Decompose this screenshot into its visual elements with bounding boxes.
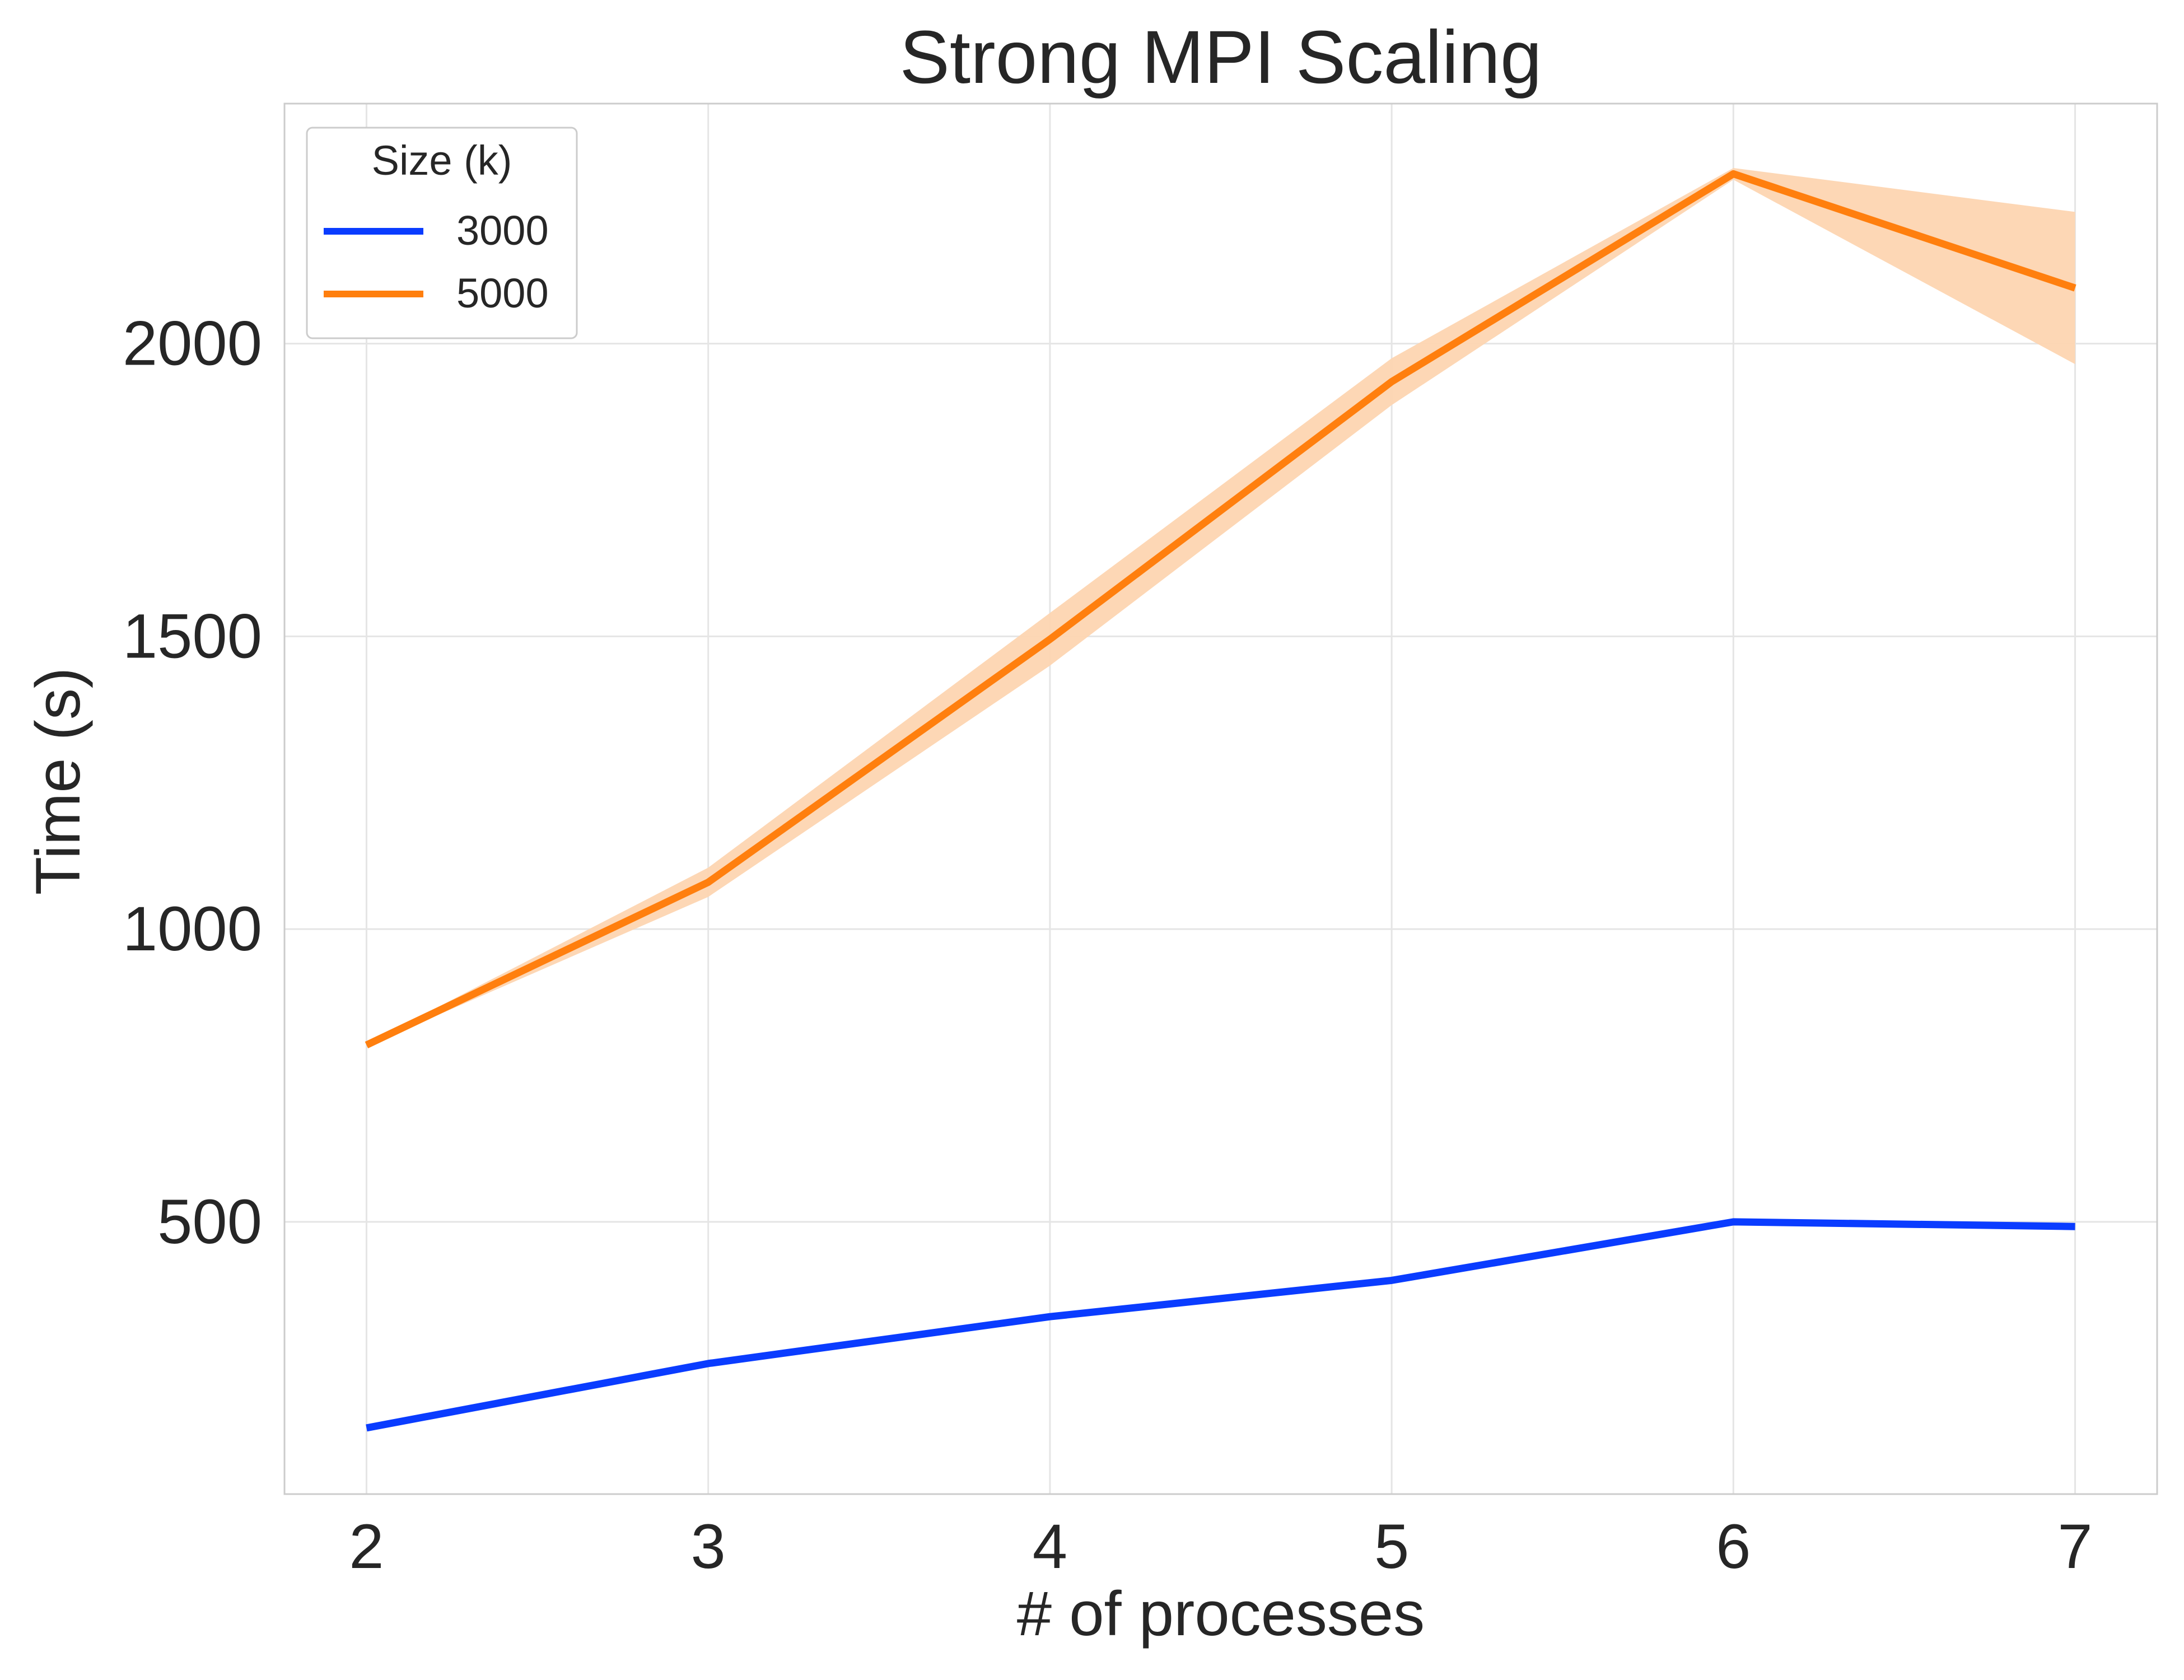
confidence-bands: [366, 168, 2075, 1047]
series-line-5000: [365, 170, 2076, 1048]
x-tick-label: 7: [2057, 1511, 2092, 1581]
y-tick-label: 1000: [123, 894, 262, 964]
series-lines: [365, 170, 2076, 1432]
series-line-3000: [366, 1218, 2075, 1432]
x-axis-label: # of processes: [1017, 1579, 1425, 1649]
legend-box: [306, 127, 578, 339]
y-tick-label: 500: [157, 1187, 262, 1257]
legend-label-5000: 5000: [456, 270, 549, 316]
x-tick-label: 5: [1374, 1511, 1409, 1581]
x-tick-label: 6: [1716, 1511, 1751, 1581]
x-tick-label: 4: [1033, 1511, 1067, 1581]
x-tick-label: 3: [691, 1511, 726, 1581]
legend-label-3000: 3000: [456, 207, 549, 254]
plot-frame: [283, 102, 2158, 1495]
chart-title: Strong MPI Scaling: [900, 16, 1542, 99]
tick-labels: 2 3 4 5 6 7 500 1000 1500 2000: [123, 309, 2093, 1581]
y-axis-label: Time (s): [23, 668, 93, 895]
confidence-band-5000: [366, 168, 2075, 1047]
legend: Size (k) 3000 5000: [306, 127, 578, 339]
legend-title: Size (k): [372, 137, 512, 184]
x-tick-label: 2: [349, 1511, 384, 1581]
y-tick-label: 1500: [123, 601, 262, 671]
y-tick-label: 2000: [123, 309, 262, 379]
